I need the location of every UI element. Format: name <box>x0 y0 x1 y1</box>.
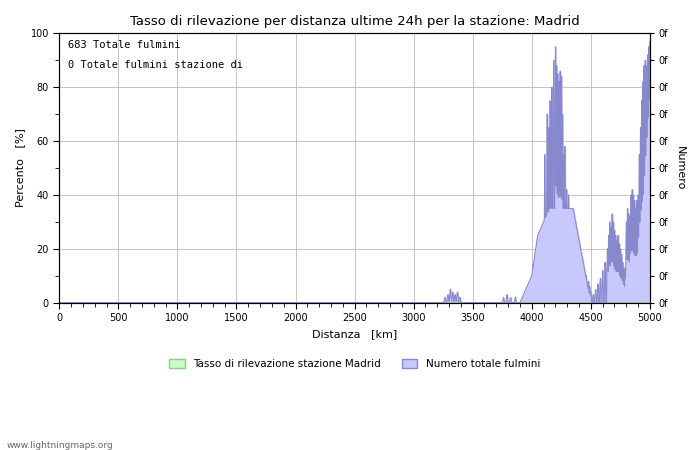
Text: www.lightningmaps.org: www.lightningmaps.org <box>7 441 113 450</box>
Text: 683 Totale fulmini: 683 Totale fulmini <box>68 40 181 50</box>
Legend: Tasso di rilevazione stazione Madrid, Numero totale fulmini: Tasso di rilevazione stazione Madrid, Nu… <box>165 354 544 373</box>
Y-axis label: Numero: Numero <box>675 146 685 190</box>
X-axis label: Distanza   [km]: Distanza [km] <box>312 328 397 339</box>
Y-axis label: Percento   [%]: Percento [%] <box>15 129 25 207</box>
Title: Tasso di rilevazione per distanza ultime 24h per la stazione: Madrid: Tasso di rilevazione per distanza ultime… <box>130 15 580 28</box>
Text: 0 Totale fulmini stazione di: 0 Totale fulmini stazione di <box>68 60 243 70</box>
